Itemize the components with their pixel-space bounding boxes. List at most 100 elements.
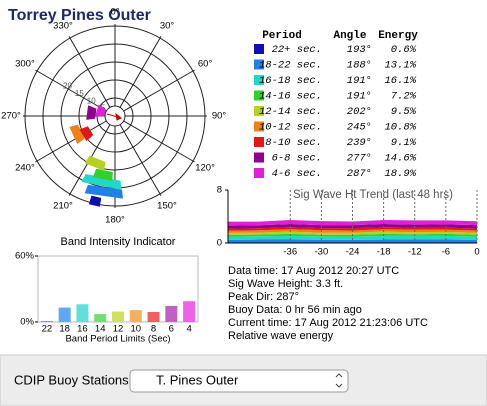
angle: 287° xyxy=(347,168,372,180)
period: 22+ sec. xyxy=(272,44,322,56)
bar xyxy=(112,311,124,322)
period: 14-16 sec. xyxy=(259,90,322,102)
area-layer xyxy=(228,239,477,243)
period: 8-10 sec. xyxy=(265,137,322,149)
x-tick-label: 4 xyxy=(186,324,191,335)
bar xyxy=(165,305,178,322)
period: 4-6 sec. xyxy=(272,168,322,180)
angle-label: 60° xyxy=(198,59,213,70)
energy-wedge xyxy=(84,184,123,199)
y-tick-label: 60% xyxy=(15,251,35,262)
angle-label: 150° xyxy=(157,201,177,212)
angle: 188° xyxy=(347,59,372,71)
y-tick-label: 0% xyxy=(20,317,34,328)
area-layer xyxy=(228,227,477,231)
y-tick-label: 8 xyxy=(217,185,222,196)
angle: 277° xyxy=(347,152,372,164)
bar xyxy=(40,321,53,322)
radial-label: 15 xyxy=(75,89,84,98)
x-tick-label: 16 xyxy=(77,324,88,335)
polar-spoke xyxy=(119,124,162,196)
angle-label: 270° xyxy=(1,111,21,122)
axis xyxy=(227,190,477,244)
energy-wedge xyxy=(86,105,97,120)
x-axis-label: Band Period Limits (Sec) xyxy=(65,334,170,345)
color-swatch xyxy=(254,106,264,116)
angle-label: 180° xyxy=(105,215,125,226)
color-swatch xyxy=(254,168,264,178)
period: 16-18 sec. xyxy=(259,75,322,87)
period: 6-8 sec. xyxy=(272,152,322,164)
info-line: Data time: 17 Aug 2012 20:27 UTC xyxy=(228,265,399,277)
station-select[interactable]: T. Pines Outer xyxy=(129,369,349,393)
select-arrows xyxy=(335,373,343,388)
polar-spoke xyxy=(35,69,107,112)
x-tick-label: 18 xyxy=(59,324,70,335)
select-box[interactable] xyxy=(129,369,349,393)
info-line: Peak Dir: 287° xyxy=(228,291,299,303)
trend-title: Sig Wave Ht Trend (last 48 hrs) xyxy=(293,189,453,201)
x-tick-label: -18 xyxy=(377,247,391,258)
angle-label: 300° xyxy=(15,59,35,70)
color-swatch xyxy=(254,90,264,101)
x-tick-label: 10 xyxy=(130,324,141,335)
energy-wedge xyxy=(69,124,85,145)
bar xyxy=(58,307,71,322)
x-tick-label: 8 xyxy=(151,324,156,335)
x-tick-label: -6 xyxy=(442,247,450,258)
angle-label: 210° xyxy=(53,201,73,212)
bar xyxy=(129,310,142,322)
bar xyxy=(76,304,89,322)
color-swatch xyxy=(254,59,264,70)
polar-spoke xyxy=(123,120,195,163)
color-swatch xyxy=(254,152,264,163)
bar-title: Band Intensity Indicator xyxy=(61,236,176,248)
angle-label: 0° xyxy=(110,7,119,18)
x-tick-label: 14 xyxy=(95,324,106,335)
period: 18-22 sec. xyxy=(259,59,322,71)
color-swatch xyxy=(254,44,264,54)
energy: 7.2% xyxy=(391,90,417,102)
radial-label: 20 xyxy=(63,81,72,90)
table-header: Period xyxy=(262,30,302,42)
angle: 191° xyxy=(347,75,372,87)
angle-label: 90° xyxy=(212,111,227,122)
color-swatch xyxy=(254,121,264,132)
x-tick-label: 6 xyxy=(169,324,174,335)
footer-label: CDIP Buoy Stations: xyxy=(14,372,132,387)
bar xyxy=(147,311,160,322)
energy: 14.6% xyxy=(384,152,416,164)
energy-wedge xyxy=(79,126,94,142)
info-line: Buoy Data: 0 hr 56 min ago xyxy=(228,304,362,316)
info-line: Relative wave energy xyxy=(228,330,334,342)
color-swatch xyxy=(254,75,264,85)
angle-label: 240° xyxy=(15,163,35,174)
select-value[interactable]: T. Pines Outer xyxy=(156,372,239,387)
x-tick-label: 0 xyxy=(474,247,479,258)
angle: 239° xyxy=(347,137,372,149)
x-tick-label: 22 xyxy=(42,324,53,335)
energy: 13.1% xyxy=(384,59,416,71)
angle: 202° xyxy=(347,106,372,118)
polar-spoke xyxy=(68,36,111,108)
energy-wedge xyxy=(81,173,122,190)
radial-label: 10 xyxy=(87,96,96,105)
energy: 0.6% xyxy=(391,44,417,56)
x-tick-label: -36 xyxy=(283,247,297,258)
energy: 16.1% xyxy=(384,75,416,87)
energy: 9.1% xyxy=(391,137,417,149)
table-header: Energy xyxy=(378,30,418,42)
color-swatch xyxy=(254,137,264,147)
table-header: Angle xyxy=(333,30,366,42)
x-tick-label: 12 xyxy=(113,324,124,335)
polar-spoke xyxy=(119,36,162,108)
x-tick-label: -30 xyxy=(315,247,329,258)
info-line: Current time: 17 Aug 2012 21:23:06 UTC xyxy=(228,317,428,329)
x-tick-label: -12 xyxy=(408,247,422,258)
energy-wedge xyxy=(95,104,107,117)
polar-spoke xyxy=(35,120,107,163)
energy: 18.9% xyxy=(384,168,416,180)
period: 10-12 sec. xyxy=(259,121,322,133)
y-tick-label: 0 xyxy=(217,238,222,249)
angle-label: 120° xyxy=(195,163,215,174)
